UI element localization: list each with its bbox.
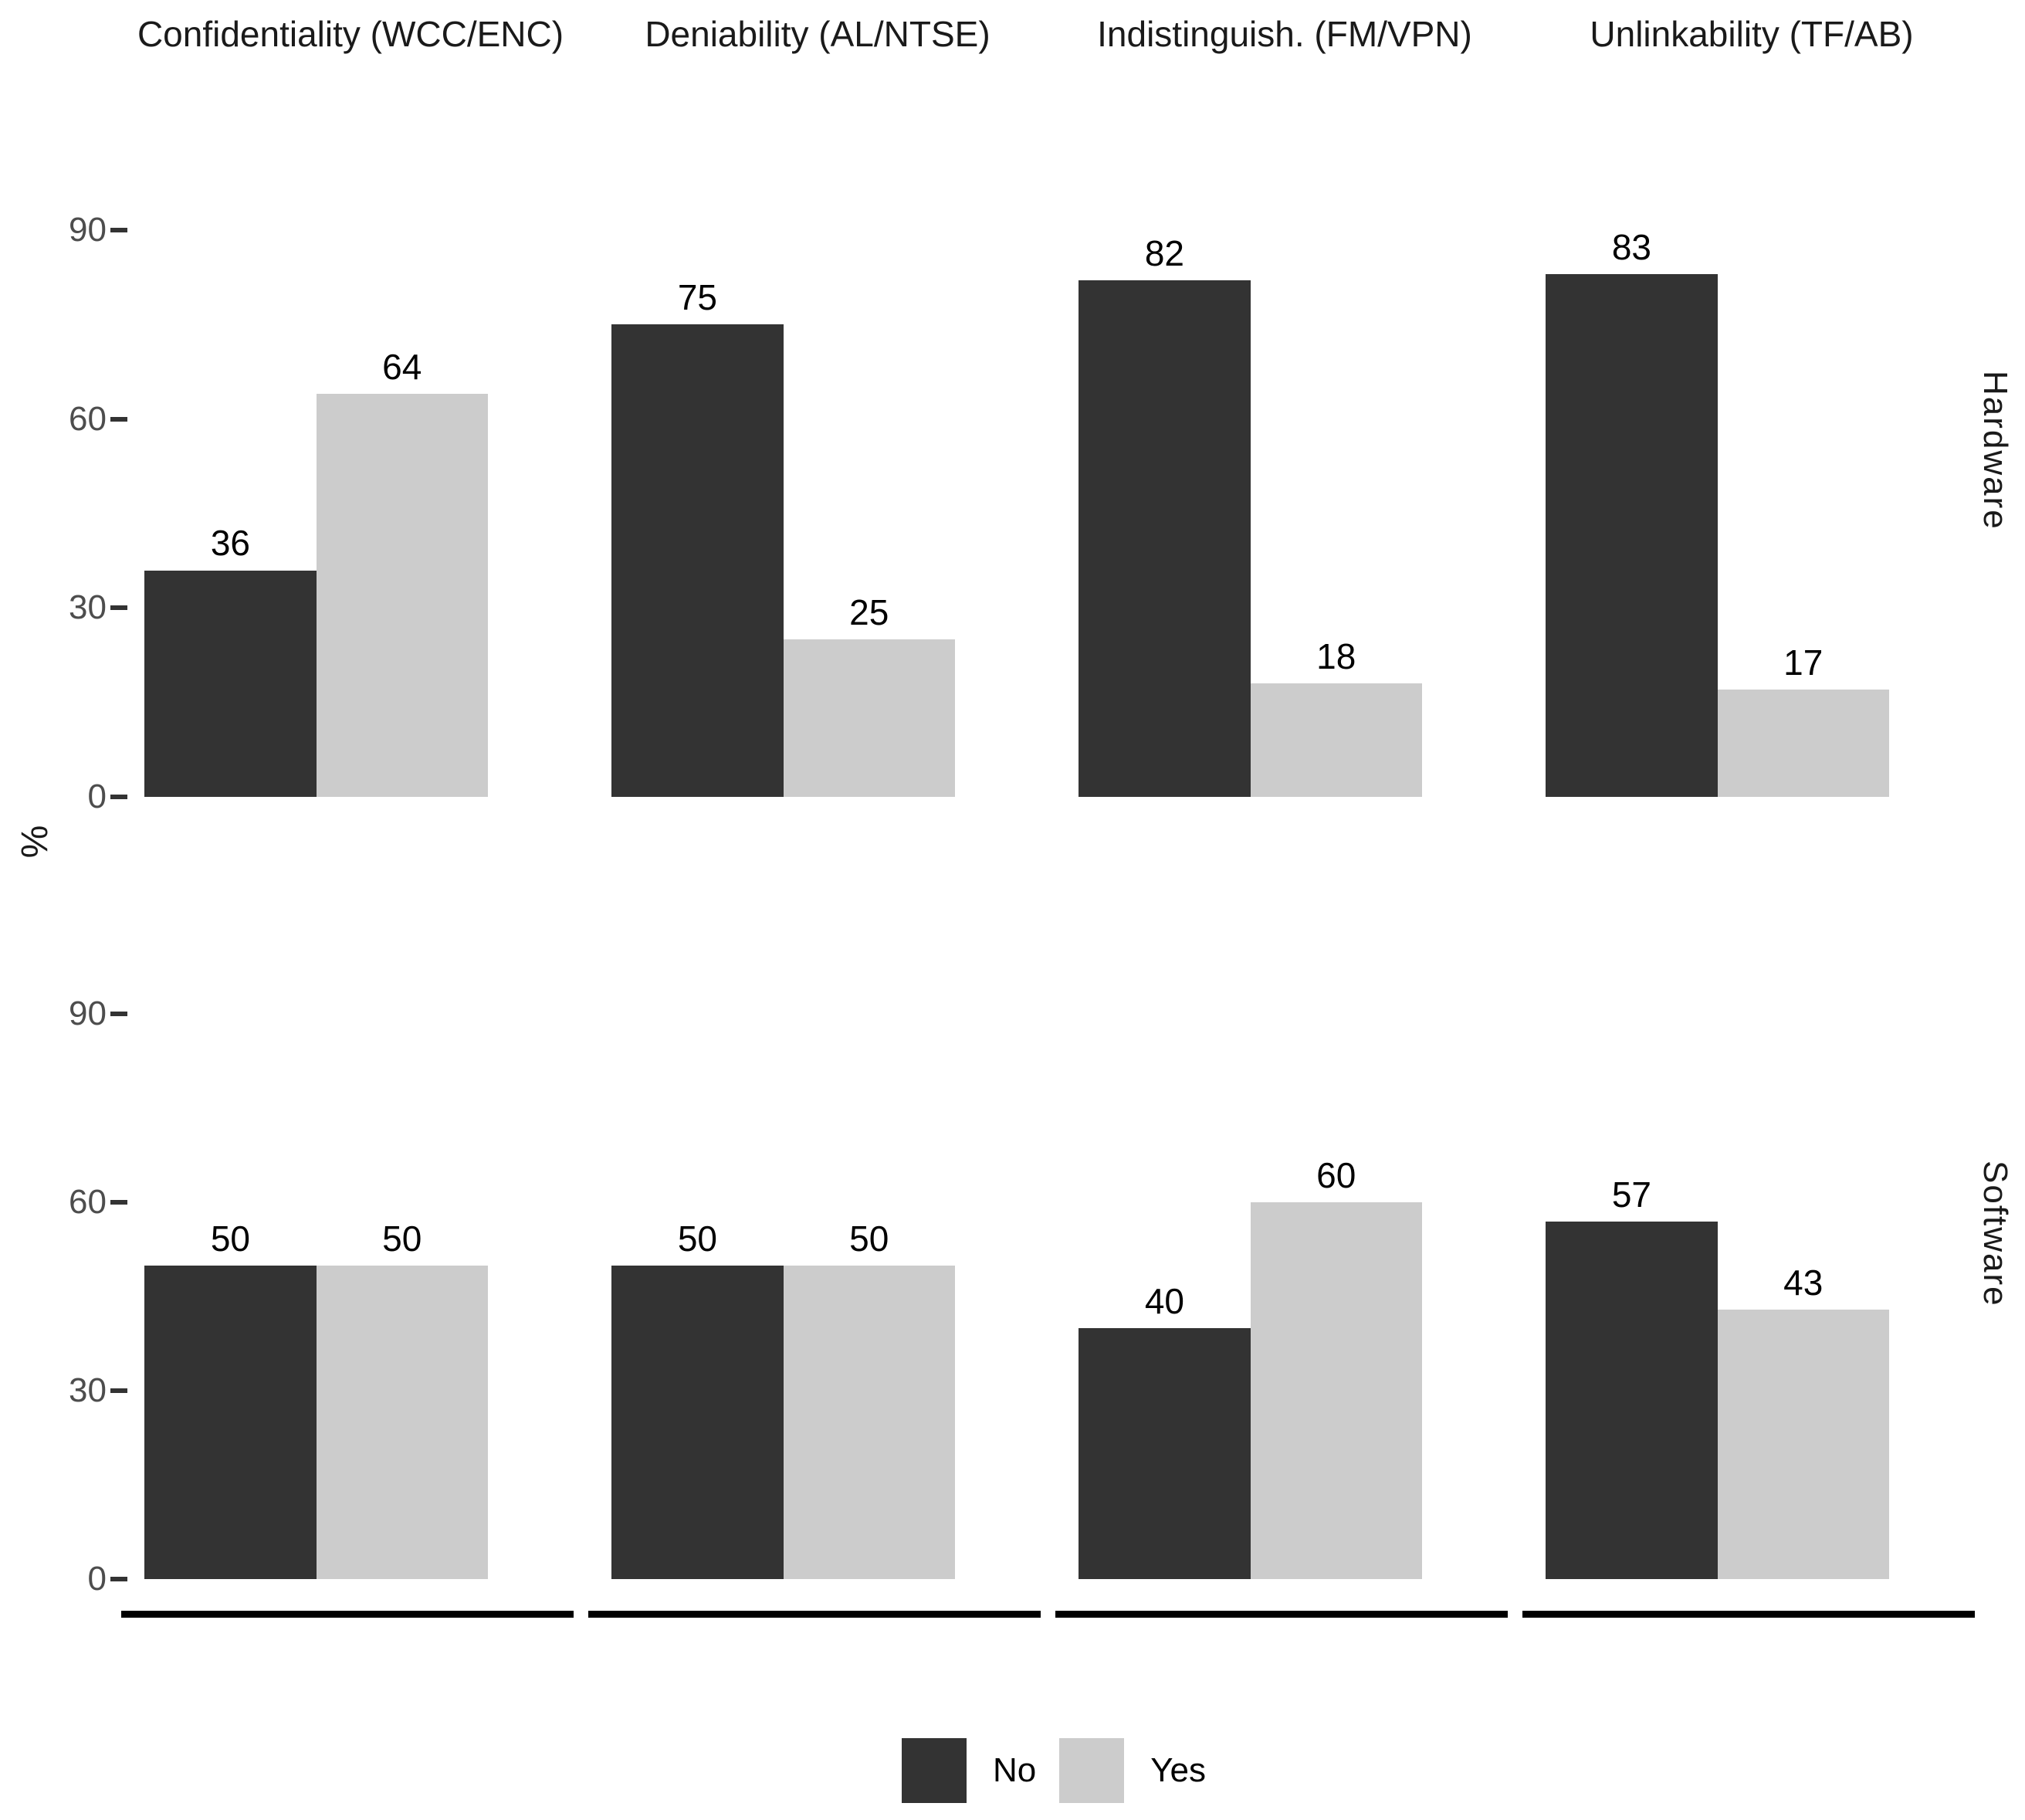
bar-yes xyxy=(1717,1309,1889,1580)
bar-value-label: 50 xyxy=(677,1218,717,1259)
bar-value-label: 83 xyxy=(1611,227,1651,268)
row-strip-hardware: Hardware xyxy=(1973,69,2017,832)
row-strip-software: Software xyxy=(1973,854,2017,1614)
facet-title-unlinkability: Unlinkability (TF/AB) xyxy=(1590,14,1914,54)
facet-title-deniability: Deniability (AL/NTSE) xyxy=(645,14,990,54)
legend-swatch-yes xyxy=(1059,1738,1125,1803)
x-axis-line xyxy=(588,1611,1041,1618)
facet-panel: 50 50 xyxy=(594,854,1041,1614)
y-tick-mark xyxy=(110,228,127,232)
bar-value-label: 57 xyxy=(1611,1174,1651,1215)
y-tick-mark xyxy=(110,605,127,611)
bar-yes xyxy=(1250,683,1422,798)
bar-value-label: 60 xyxy=(1316,1155,1356,1196)
bar-no xyxy=(144,570,317,798)
bar-value-label: 36 xyxy=(210,523,250,564)
y-tick-label: 30 xyxy=(69,588,107,627)
y-tick-label: 60 xyxy=(69,399,107,438)
bar-yes xyxy=(316,1265,488,1580)
y-tick-mark xyxy=(110,1012,127,1017)
bar-yes xyxy=(1717,690,1889,798)
facet-panel: 40 60 xyxy=(1062,854,1508,1614)
bar-yes xyxy=(783,1265,955,1580)
x-axis-line xyxy=(1055,1611,1508,1618)
facet-panel: 50 50 xyxy=(127,854,574,1614)
bar-value-label: 25 xyxy=(849,592,889,633)
bar-value-label: 50 xyxy=(210,1218,250,1259)
bar-yes xyxy=(316,394,488,798)
bar-yes xyxy=(1250,1202,1422,1580)
facet-panel: 75 25 xyxy=(594,69,1041,832)
bar-value-label: 40 xyxy=(1144,1280,1184,1321)
bar-value-label: 82 xyxy=(1144,233,1184,274)
bar-value-label: 50 xyxy=(849,1218,889,1259)
bar-yes xyxy=(783,639,955,798)
bar-value-label: 18 xyxy=(1316,636,1356,677)
y-tick-label: 90 xyxy=(69,995,107,1033)
y-tick-mark xyxy=(110,1388,127,1394)
legend-label-yes: Yes xyxy=(1150,1751,1207,1789)
y-tick-label: 0 xyxy=(87,1560,107,1598)
bar-value-label: 50 xyxy=(382,1218,422,1259)
legend: No Yes xyxy=(902,1737,1229,1804)
y-tick-label: 60 xyxy=(69,1183,107,1222)
legend-swatch-no xyxy=(902,1738,967,1803)
facet-panel: 82 18 xyxy=(1062,69,1508,832)
legend-label-no: No xyxy=(993,1751,1037,1789)
facet-panel: 57 43 xyxy=(1529,854,1975,1614)
bar-no xyxy=(611,1265,784,1580)
row-strip-hardware-label: Hardware xyxy=(1976,371,2014,530)
bar-no xyxy=(611,324,784,798)
bar-value-label: 43 xyxy=(1783,1262,1824,1303)
bar-no xyxy=(1079,280,1251,798)
y-tick-label: 30 xyxy=(69,1371,107,1410)
bar-no xyxy=(1079,1328,1251,1580)
facet-panel: 83 17 xyxy=(1529,69,1975,832)
y-tick-label: 90 xyxy=(69,211,107,249)
bar-no xyxy=(144,1265,317,1580)
bar-value-label: 64 xyxy=(382,347,422,388)
y-tick-mark xyxy=(110,416,127,422)
y-tick-mark xyxy=(110,1577,127,1582)
y-tick-mark xyxy=(110,1200,127,1205)
y-tick-label: 0 xyxy=(87,778,107,816)
x-axis-line xyxy=(1522,1611,1975,1618)
bar-no xyxy=(1546,274,1718,798)
bar-value-label: 75 xyxy=(677,277,717,318)
y-tick-mark xyxy=(110,795,127,800)
x-axis-line xyxy=(121,1611,574,1618)
row-strip-software-label: Software xyxy=(1976,1161,2014,1307)
bar-no xyxy=(1546,1221,1718,1580)
facet-panel: 36 64 xyxy=(127,69,574,832)
facet-title-confidentiality: Confidentiality (WCC/ENC) xyxy=(137,14,564,54)
bar-value-label: 17 xyxy=(1783,642,1824,683)
facet-title-indistinguishability: Indistinguish. (FM/VPN) xyxy=(1097,14,1472,54)
